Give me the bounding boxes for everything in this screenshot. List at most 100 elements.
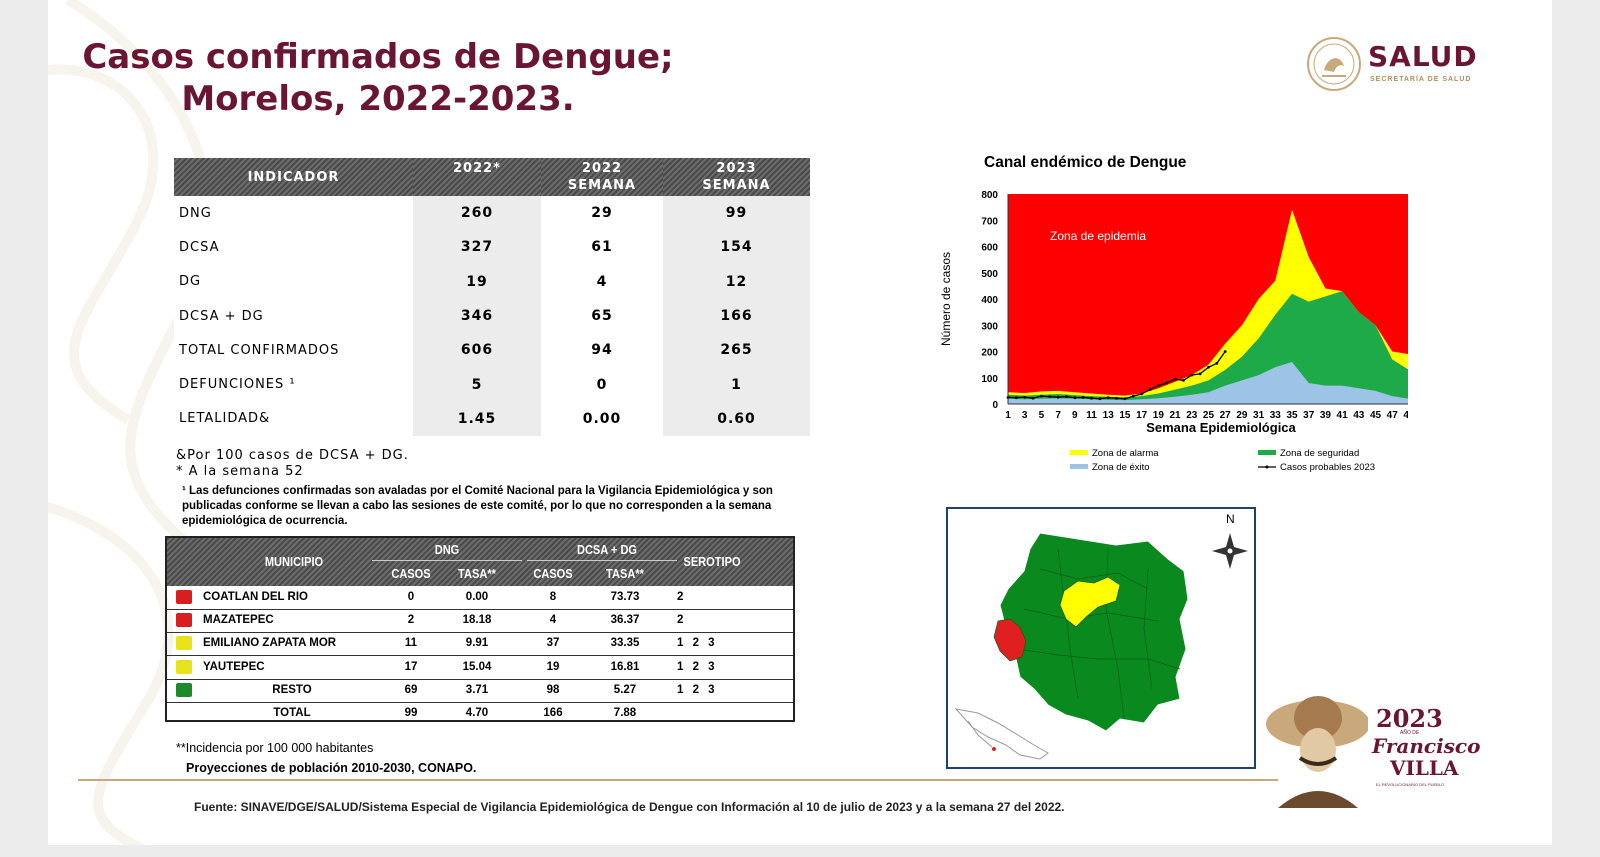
x-tick-label: 41: [1337, 410, 1349, 421]
y-tick-label: 600: [981, 243, 998, 254]
map-graphic: N: [954, 512, 1248, 760]
x-tick-label: 39: [1320, 410, 1332, 421]
indicator-label: DEFUNCIONES ¹: [174, 367, 413, 402]
indicator-value: 327: [413, 230, 541, 265]
series-point: [1023, 395, 1027, 399]
title-line-2: Morelos, 2022-2023.: [181, 79, 575, 119]
note-letalidad: &Por 100 casos de DCSA + DG.: [176, 448, 409, 463]
series-point: [1106, 396, 1110, 400]
risk-color-swatch: [176, 659, 192, 674]
series-point: [1065, 395, 1068, 399]
x-tick-label: 19: [1153, 410, 1165, 421]
map-mexico-inset: [954, 708, 1049, 760]
series-point: [1056, 395, 1060, 399]
map-municipal-borders: [1017, 548, 1181, 720]
source-line: Fuente: SINAVE/DGE/SALUD/Sistema Especia…: [194, 800, 1065, 814]
eagle-seal-icon: [1307, 37, 1361, 91]
municipio-table: MUNICIPIO DNG DCSA + DG SEROTIPO CASOS T…: [165, 536, 795, 722]
x-tick-label: 31: [1253, 410, 1265, 421]
municipio-dcsa-casos: 4: [549, 614, 557, 627]
municipio-dcsa-casos: 37: [546, 637, 560, 650]
legend-swatch: [1258, 450, 1276, 455]
series-point: [1131, 394, 1135, 398]
series-point: [1207, 365, 1210, 369]
series-point: [1198, 372, 1202, 376]
map-morelos-state: [997, 532, 1189, 732]
series-point: [1223, 350, 1227, 353]
series-point: [1148, 388, 1152, 391]
series-point: [1140, 392, 1144, 396]
x-tick-label: 29: [1236, 410, 1248, 421]
header-dng-tasa: TASA**: [458, 566, 496, 581]
municipio-sero: 1 2 3: [677, 637, 715, 650]
municipio-dcsa-tasa: 36.37: [610, 614, 640, 627]
municipio-dng-casos: 2: [407, 614, 415, 627]
x-tick-label: 45: [1370, 410, 1382, 421]
logo-subtitle: SECRETARÍA DE SALUD: [1370, 76, 1472, 83]
header-serotipo: SEROTIPO: [683, 554, 741, 569]
series-point: [1123, 397, 1127, 401]
series-point: [1156, 384, 1160, 388]
municipio-header: MUNICIPIO DNG DCSA + DG SEROTIPO CASOS T…: [167, 538, 793, 586]
x-tick-label: 37: [1303, 410, 1315, 421]
zone-seguridad: [1008, 291, 1408, 404]
header-dcsa-tasa: TASA**: [606, 566, 644, 581]
municipio-dng-tasa: 3.71: [465, 683, 489, 696]
municipio-dng-tasa: 15.04: [462, 660, 492, 673]
morelos-map: N: [946, 507, 1256, 769]
municipio-dng-tasa: 9.91: [465, 637, 489, 650]
municipio-dcsa-casos: 166: [543, 707, 563, 719]
series-point: [1165, 381, 1169, 385]
indicator-value: 99: [663, 196, 810, 231]
series-point: [1031, 396, 1035, 400]
indicator-value: 1.45: [413, 401, 541, 437]
indicator-label: TOTAL CONFIRMADOS: [174, 333, 413, 368]
divider: [78, 779, 1278, 781]
x-tick-label: 7: [1055, 410, 1061, 421]
risk-color-swatch: [176, 682, 192, 697]
indicator-value: 0.60: [663, 401, 810, 437]
municipio-sero: 1 2 3: [677, 660, 715, 673]
municipio-dng-tasa: 0.00: [465, 591, 489, 603]
municipio-row: TOTAL 99 4.70 166 7.88: [167, 702, 793, 725]
municipio-dcsa-casos: 8: [549, 591, 557, 603]
footnote-conapo: Proyecciones de población 2010-2030, CON…: [186, 761, 477, 775]
francisco-villa-logo: 2023 AÑO DE Francisco VILLA EL REVOLUCIO…: [1258, 688, 1488, 808]
indicator-value: 1: [663, 367, 810, 402]
header-municipio: MUNICIPIO: [264, 554, 324, 569]
municipio-dcsa-tasa: 73.73: [610, 591, 640, 603]
indicator-value: 29: [541, 196, 663, 231]
slide: Casos confirmados de Dengue; Morelos, 20…: [48, 0, 1552, 845]
municipio-row: MAZATEPEC 2 18.18 4 36.37 2: [167, 609, 793, 632]
indicator-row: LETALIDAD& 1.45 0.00 0.60: [174, 401, 810, 437]
note-defunciones: ¹ Las defunciones confirmadas son avalad…: [182, 485, 773, 527]
x-tick-label: 17: [1136, 410, 1148, 421]
villa-year: 2023: [1376, 704, 1443, 733]
header-dng: DNG: [434, 542, 460, 557]
indicator-label: DG: [174, 264, 413, 299]
indicator-row: TOTAL CONFIRMADOS 606 94 265: [174, 333, 810, 368]
indicator-value: 265: [663, 333, 810, 368]
indicator-value: 19: [413, 264, 541, 299]
municipio-dng-casos: 99: [404, 707, 418, 719]
logo-name: SALUD: [1368, 40, 1478, 73]
indicator-value: 606: [413, 333, 541, 368]
map-red-zone: [993, 618, 1027, 662]
indicator-label: LETALIDAD&: [174, 401, 413, 437]
legend-label: Casos probables 2023: [1280, 462, 1375, 473]
villa-tagline: EL REVOLUCIONARIO DEL PUEBLO: [1376, 782, 1445, 787]
header-indicador: INDICADOR: [174, 158, 413, 196]
municipio-dng-casos: 69: [404, 683, 418, 696]
villa-portrait-icon: [1266, 696, 1368, 808]
header-2022-semana: 2022 SEMANA: [541, 158, 663, 196]
x-tick-label: 47: [1387, 410, 1399, 421]
series-point: [1098, 397, 1102, 401]
risk-color-swatch: [176, 636, 192, 651]
municipio-dcsa-tasa: 7.88: [613, 707, 637, 719]
x-tick-label: 5: [1039, 410, 1045, 421]
municipio-row: RESTO 69 3.71 98 5.27 1 2 3: [167, 679, 793, 702]
indicator-row: DCSA + DG 346 65 166: [174, 298, 810, 334]
legend-label: Zona de seguridad: [1280, 448, 1359, 459]
x-tick-label: 11: [1086, 410, 1097, 421]
indicator-label: DCSA: [174, 230, 413, 265]
